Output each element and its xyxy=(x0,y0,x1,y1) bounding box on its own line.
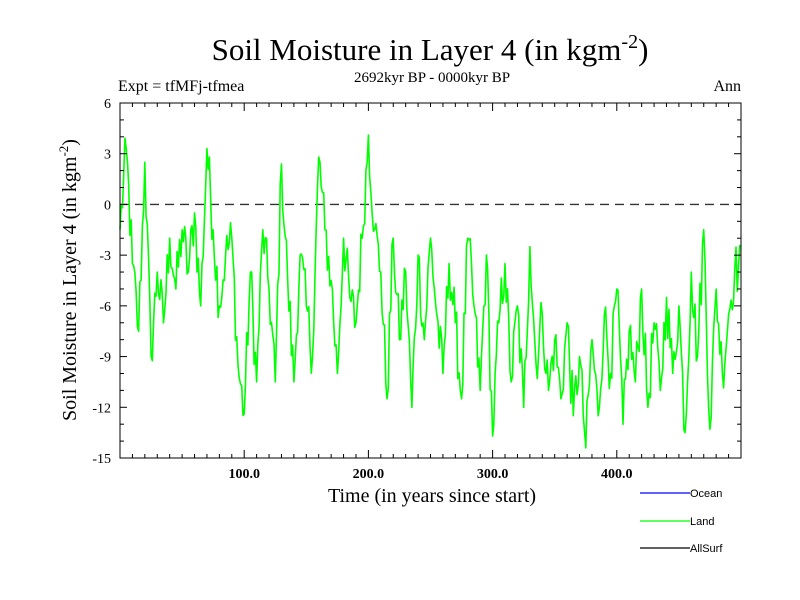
y-axis-label: Soil Moisture in Layer 4 (in kgm-2) xyxy=(56,139,81,421)
x-tick-label: 100.0 xyxy=(228,467,260,482)
x-tick-label: 400.0 xyxy=(601,467,633,482)
x-axis-label: Time (in years since start) xyxy=(328,485,536,507)
experiment-label: Expt = tfMFj-tfmea xyxy=(118,78,244,95)
y-tick-label: -3 xyxy=(99,249,111,264)
y-tick-label: -15 xyxy=(92,452,111,467)
legend-label-allsurf: AllSurf xyxy=(690,543,723,555)
y-tick-label: 6 xyxy=(104,97,111,112)
series-group xyxy=(119,134,741,449)
y-tick-label: -12 xyxy=(92,401,111,416)
y-tick-labels: 6 3 0 -3 -6 -9 -12 -15 xyxy=(92,97,111,467)
series-line-land xyxy=(119,134,741,449)
y-tick-label: 0 xyxy=(104,198,111,213)
y-tick-label: -9 xyxy=(99,351,111,366)
x-tick-label: 300.0 xyxy=(477,467,509,482)
legend: Ocean Land AllSurf xyxy=(640,488,723,555)
season-label: Ann xyxy=(713,78,741,95)
y-tick-label: -6 xyxy=(99,300,111,315)
legend-label-ocean: Ocean xyxy=(690,488,722,500)
x-tick-label: 200.0 xyxy=(353,467,385,482)
legend-label-land: Land xyxy=(690,516,714,528)
x-tick-labels: 100.0 200.0 300.0 400.0 xyxy=(228,467,632,482)
y-tick-label: 3 xyxy=(104,148,111,163)
chart-title: Soil Moisture in Layer 4 (in kgm-2) xyxy=(212,31,649,67)
chart-subtitle: 2692kyr BP - 0000kyr BP xyxy=(354,70,510,86)
ticks-group xyxy=(120,102,741,459)
